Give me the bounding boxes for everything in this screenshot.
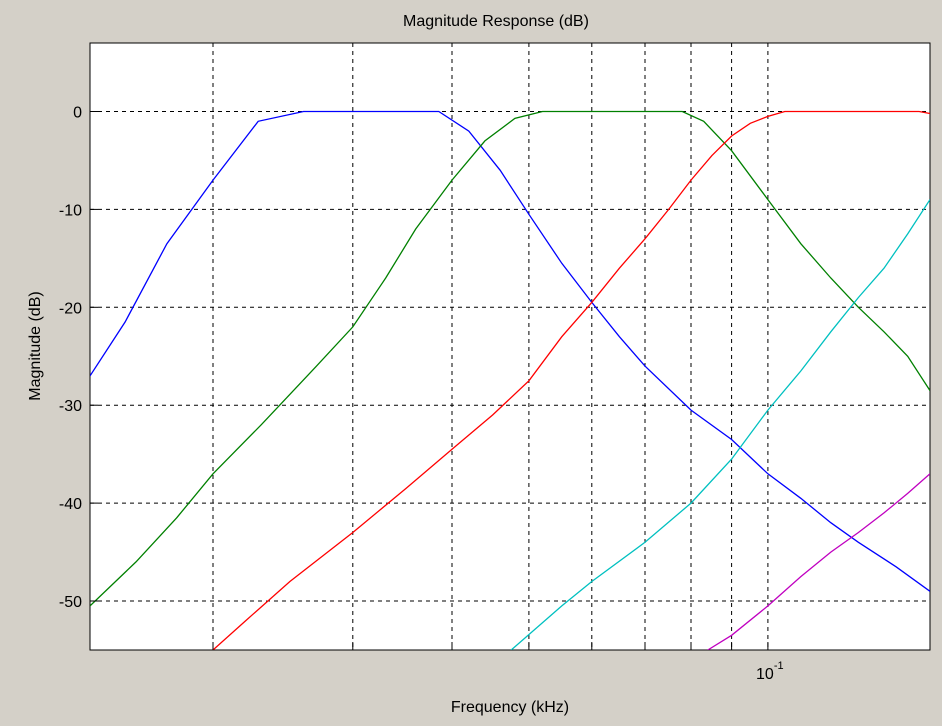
series-line-1 bbox=[90, 110, 930, 592]
y-tick-label: -20 bbox=[59, 300, 82, 317]
series-line-3 bbox=[212, 110, 930, 650]
y-tick-label: -40 bbox=[59, 496, 82, 513]
y-ticks: 0 -10 -20 -30 -40 -50 bbox=[59, 105, 98, 611]
series-lines bbox=[90, 110, 930, 650]
x-tick-label: 10 bbox=[756, 666, 774, 683]
series-line-4 bbox=[510, 199, 930, 650]
chart-title: Magnitude Response (dB) bbox=[403, 13, 589, 30]
x-ticks: 10 -1 bbox=[212, 642, 784, 683]
x-axis-label: Frequency (kHz) bbox=[451, 699, 569, 716]
series-line-5 bbox=[707, 473, 930, 650]
series-line-2 bbox=[90, 110, 930, 607]
y-tick-label: -30 bbox=[59, 398, 82, 415]
y-tick-label: -50 bbox=[59, 594, 82, 611]
y-axis-label: Magnitude (dB) bbox=[27, 291, 44, 400]
x-tick-label-exponent: -1 bbox=[774, 660, 784, 672]
y-tick-label: 0 bbox=[73, 105, 82, 122]
y-tick-label: -10 bbox=[59, 202, 82, 219]
grid-lines bbox=[90, 43, 930, 650]
plot-area bbox=[89, 42, 931, 651]
